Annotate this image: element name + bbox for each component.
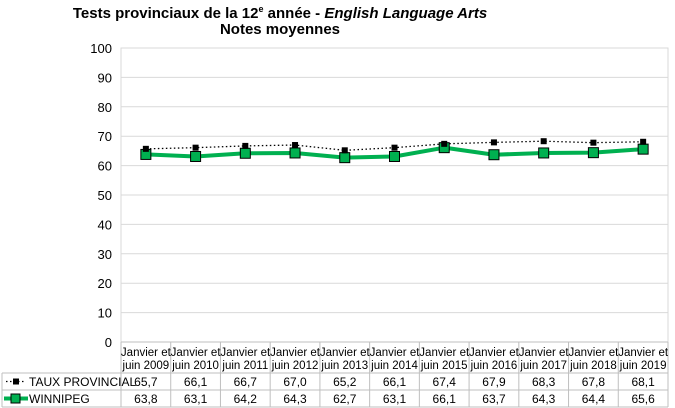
data-label-winnipeg: 65,6 — [631, 392, 655, 406]
point-taux-provincial — [341, 147, 348, 154]
data-label-taux-provincial: 68,3 — [532, 375, 556, 389]
data-label-winnipeg: 64,2 — [234, 392, 258, 406]
x-tick-label: Janvier et — [419, 347, 470, 359]
legend-marker-taux-provincial — [13, 378, 19, 385]
y-tick-label: 80 — [98, 100, 112, 115]
x-tick-label: juin 2017 — [519, 360, 567, 372]
x-tick-label: Janvier et — [171, 347, 222, 359]
point-winnipeg — [538, 147, 550, 159]
point-taux-provincial — [391, 144, 398, 151]
x-tick-label: Janvier et — [270, 347, 321, 359]
point-winnipeg — [289, 147, 301, 159]
x-tick-label: juin 2019 — [619, 360, 667, 372]
chart-subtitle: Notes moyennes — [219, 21, 341, 38]
data-label-taux-provincial: 67,0 — [283, 375, 307, 389]
data-label-winnipeg: 63,1 — [383, 392, 407, 406]
point-winnipeg — [190, 150, 202, 162]
chart-title-superscript: e — [258, 4, 264, 14]
data-label-taux-provincial: 66,1 — [383, 375, 407, 389]
point-taux-provincial — [192, 144, 199, 151]
x-tick-label: juin 2014 — [370, 360, 418, 372]
point-winnipeg — [587, 147, 599, 159]
x-tick-label: juin 2018 — [569, 360, 617, 372]
legend-label-winnipeg: WINNIPEG — [29, 392, 90, 406]
x-tick-label: Janvier et — [320, 347, 371, 359]
chart-title-main: Tests provinciaux de la 12 — [72, 5, 259, 22]
data-label-taux-provincial: 65,2 — [333, 375, 357, 389]
x-tick-label: Janvier et — [568, 347, 619, 359]
point-taux-provincial — [540, 138, 547, 145]
x-tick-label: juin 2011 — [221, 360, 268, 372]
y-tick-label: 0 — [105, 335, 112, 350]
data-label-winnipeg: 63,7 — [482, 392, 506, 406]
point-taux-provincial — [292, 142, 299, 149]
data-label-taux-provincial: 67,8 — [582, 375, 606, 389]
x-tick-label: juin 2010 — [171, 360, 219, 372]
x-tick-label: juin 2013 — [320, 360, 368, 372]
point-winnipeg — [637, 143, 649, 155]
data-label-taux-provincial: 67,9 — [482, 375, 506, 389]
y-tick-label: 30 — [98, 247, 112, 262]
point-taux-provincial — [490, 139, 497, 146]
point-taux-provincial — [590, 139, 597, 146]
x-tick-label: juin 2015 — [420, 360, 468, 372]
y-tick-label: 50 — [98, 188, 112, 203]
x-tick-label: Janvier et — [519, 347, 570, 359]
y-tick-label: 90 — [98, 70, 112, 85]
x-tick-label: juin 2012 — [271, 360, 319, 372]
data-label-taux-provincial: 68,1 — [631, 375, 655, 389]
x-tick-label: Janvier et — [370, 347, 421, 359]
data-label-winnipeg: 63,8 — [134, 392, 158, 406]
x-tick-label: Janvier et — [121, 347, 172, 359]
data-label-taux-provincial: 66,1 — [184, 375, 208, 389]
y-tick-label: 40 — [98, 217, 112, 232]
data-label-taux-provincial: 65,7 — [134, 375, 158, 389]
x-tick-label: Janvier et — [220, 347, 271, 359]
data-label-winnipeg: 66,1 — [433, 392, 457, 406]
data-label-winnipeg: 63,1 — [184, 392, 208, 406]
x-tick-label: Janvier et — [469, 347, 520, 359]
legend-marker-winnipeg — [10, 393, 21, 404]
point-taux-provincial — [142, 145, 149, 152]
chart-title: Tests provinciaux de la 12e année - Engl… — [0, 4, 560, 22]
point-winnipeg — [239, 147, 251, 159]
data-label-taux-provincial: 67,4 — [433, 375, 457, 389]
chart-title-middle: année - — [263, 5, 325, 22]
data-label-winnipeg: 64,3 — [532, 392, 556, 406]
point-winnipeg — [488, 149, 500, 161]
point-taux-provincial — [441, 140, 448, 147]
y-tick-label: 60 — [98, 159, 112, 174]
x-tick-label: Janvier et — [618, 347, 669, 359]
point-taux-provincial — [242, 142, 249, 149]
data-label-winnipeg: 64,3 — [283, 392, 307, 406]
x-tick-label: juin 2016 — [470, 360, 518, 372]
chart-title-italic: English Language Arts — [324, 5, 488, 22]
point-winnipeg — [389, 150, 400, 162]
data-label-winnipeg: 64,4 — [582, 392, 606, 406]
data-label-winnipeg: 62,7 — [333, 392, 357, 406]
y-tick-label: 70 — [98, 129, 112, 144]
legend-label-taux-provincial: TAUX PROVINCIAL — [29, 375, 136, 389]
y-tick-label: 10 — [98, 306, 112, 321]
y-tick-label: 20 — [98, 276, 112, 291]
x-tick-label: juin 2009 — [122, 360, 170, 372]
data-label-taux-provincial: 66,7 — [234, 375, 258, 389]
y-tick-label: 100 — [90, 41, 112, 56]
point-winnipeg — [339, 152, 351, 164]
point-taux-provincial — [640, 138, 647, 145]
